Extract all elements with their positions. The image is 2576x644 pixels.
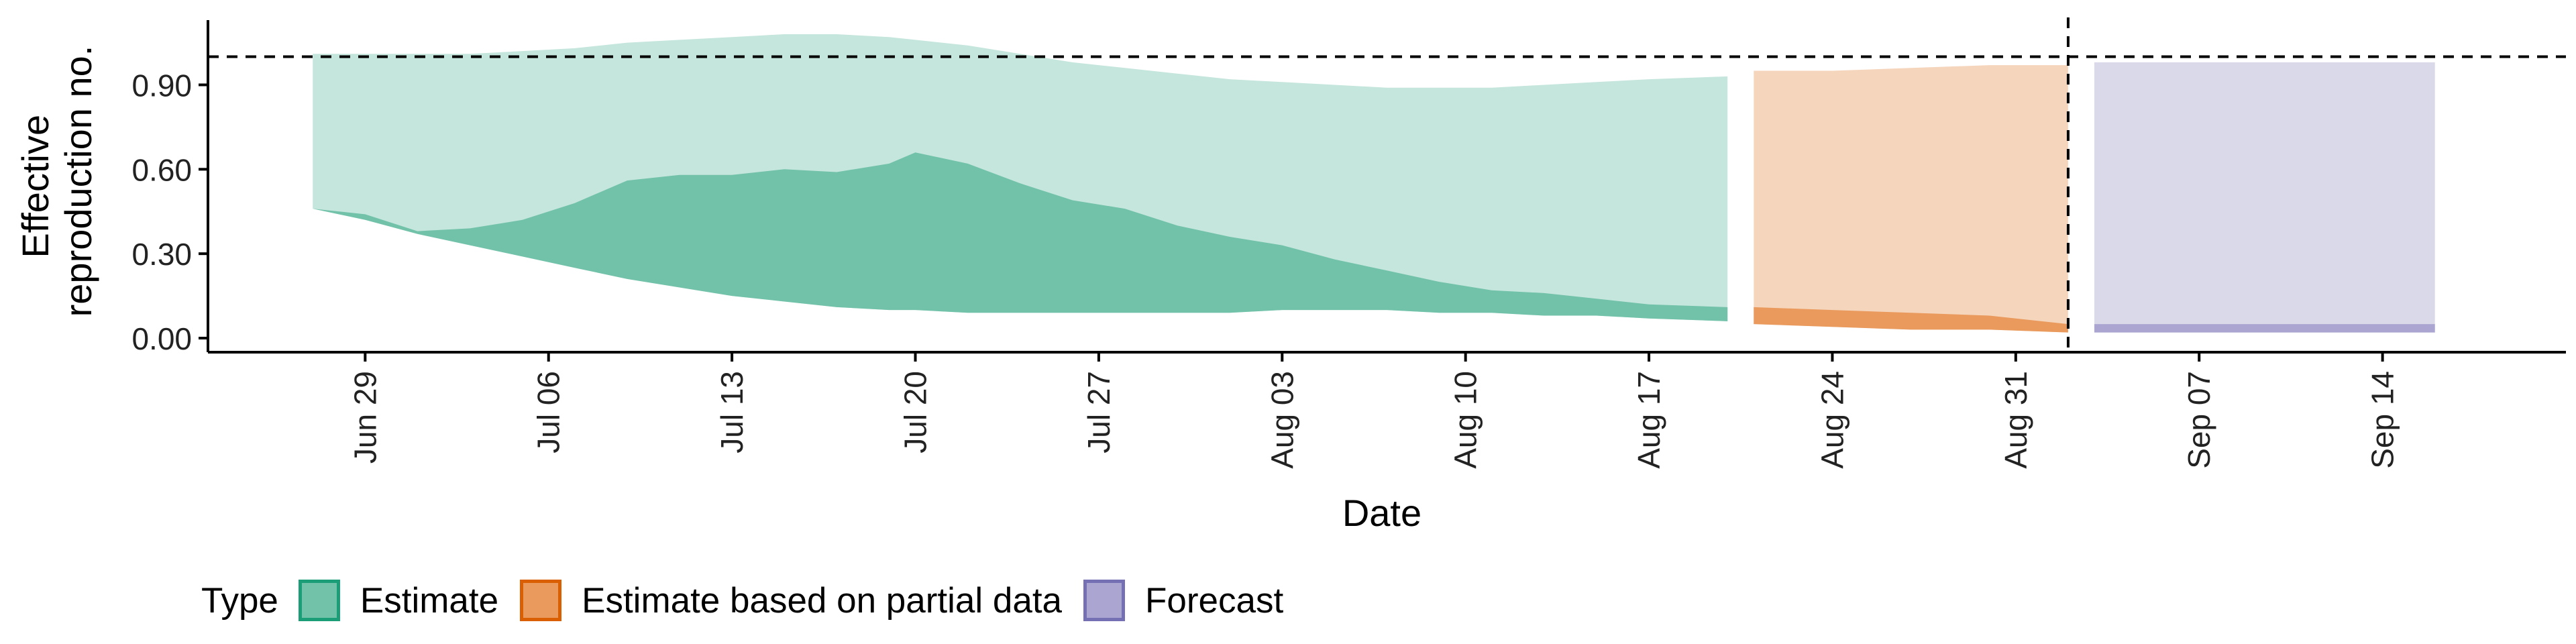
band-50-partial <box>1754 307 2068 333</box>
x-tick-label: Aug 31 <box>1998 371 2033 469</box>
legend-label-partial: Estimate based on partial data <box>582 580 1063 621</box>
legend-key-estimate <box>298 580 340 621</box>
legend-title: Type <box>201 580 278 621</box>
axes-layer: 0.00 0.30 0.60 0.90 Jun 29 Jul 06 Jul 13 Jul 20… <box>131 20 2566 469</box>
legend-label-estimate: Estimate <box>360 580 499 621</box>
x-axis-title: Date <box>1342 492 1421 534</box>
x-tick-label: Aug 17 <box>1631 371 1666 469</box>
x-tick-label: Jul 13 <box>714 371 749 453</box>
legend-label-forecast: Forecast <box>1145 580 1284 621</box>
band-90-partial <box>1754 65 2068 333</box>
y-tick-label: 0.00 <box>131 321 192 356</box>
y-tick-label: 0.90 <box>131 68 192 103</box>
x-tick-label: Aug 24 <box>1815 371 1849 469</box>
x-tick-label: Jul 27 <box>1081 371 1116 453</box>
y-tick-label: 0.60 <box>131 152 192 187</box>
legend-item-partial: Estimate based on partial data <box>520 580 1062 621</box>
legend-key-partial <box>520 580 562 621</box>
x-tick-label: Aug 10 <box>1448 371 1483 469</box>
y-tick-label: 0.30 <box>131 237 192 272</box>
x-tick-label: Jul 06 <box>531 371 566 453</box>
legend-key-forecast <box>1083 580 1126 621</box>
y-axis-title-line-1: Effective <box>14 115 56 258</box>
svg-text:Effective reproduction n: Effective reproduction no. <box>14 46 99 317</box>
legend-item-estimate: Estimate <box>298 580 499 621</box>
y-axis-title-line-2: reproduction no. <box>57 46 99 317</box>
x-tick-label: Aug 03 <box>1265 371 1299 469</box>
x-tick-label: Jul 20 <box>898 371 933 453</box>
x-tick-label: Jun 29 <box>347 371 382 464</box>
legend: Type Estimate Estimate based on partial … <box>201 577 1305 624</box>
y-axis-title: Effective reproduction no. <box>14 46 99 317</box>
x-tick-label: Sep 14 <box>2365 371 2400 469</box>
x-tick-label: Sep 07 <box>2182 371 2216 469</box>
band-90-forecast <box>2094 62 2435 333</box>
band-50-estimate <box>313 152 1728 321</box>
band-50-forecast <box>2094 324 2435 333</box>
legend-item-forecast: Forecast <box>1083 580 1283 621</box>
band-layer <box>313 34 2435 333</box>
